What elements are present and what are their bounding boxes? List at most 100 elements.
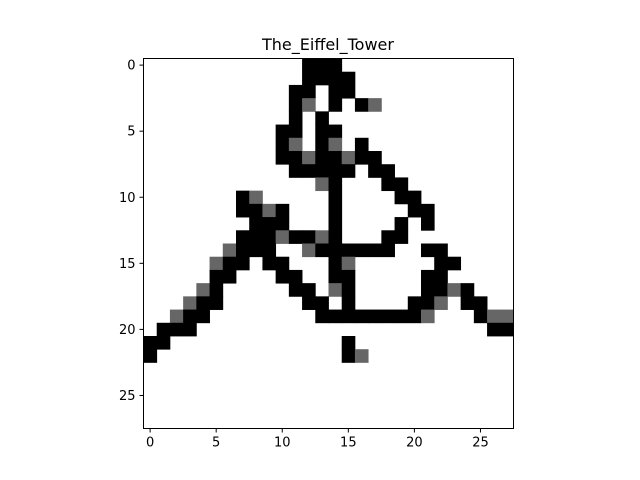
heatmap-cell: [487, 322, 501, 337]
heatmap-cell: [222, 256, 237, 271]
heatmap-cell: [447, 283, 462, 297]
heatmap-cell: [421, 309, 435, 324]
heatmap-cell: [236, 256, 250, 271]
heatmap-cell: [328, 151, 343, 165]
heatmap-cell: [302, 243, 316, 258]
heatmap-cell: [262, 217, 277, 231]
heatmap-cell: [328, 71, 343, 86]
chart-title: The_Eiffel_Tower: [261, 35, 394, 55]
heatmap-cell: [434, 243, 448, 258]
heatmap-cell: [328, 177, 343, 192]
heatmap-cell: [288, 84, 303, 99]
heatmap-cell: [222, 243, 237, 258]
heatmap-cell: [381, 243, 395, 258]
heatmap-cell: [368, 309, 382, 324]
heatmap-cell: [394, 230, 409, 244]
heatmap-cell: [368, 151, 382, 165]
heatmap-cell: [328, 203, 343, 218]
heatmap-cell: [394, 177, 409, 192]
heatmap-cell: [341, 256, 356, 271]
heatmap-cell: [315, 58, 329, 73]
heatmap-cell: [302, 164, 316, 178]
heatmap-cell: [341, 71, 356, 86]
y-tick-label: 15: [119, 257, 136, 272]
heatmap-cell: [447, 256, 462, 271]
heatmap-cell: [381, 230, 395, 244]
heatmap-cell: [183, 296, 197, 310]
heatmap-cell: [209, 256, 224, 271]
heatmap-cell: [302, 283, 316, 297]
heatmap-cell: [288, 164, 303, 178]
heatmap-cell: [249, 217, 263, 231]
heatmap-cell: [354, 137, 369, 152]
heatmap-cell: [302, 71, 316, 86]
heatmap-cell: [315, 151, 329, 165]
heatmap-cell: [315, 111, 329, 125]
heatmap-cell: [341, 336, 356, 350]
heatmap-cell: [381, 177, 395, 192]
heatmap-cell: [275, 230, 290, 244]
y-tick-label: 5: [127, 125, 135, 140]
heatmap-cell: [262, 203, 277, 218]
x-tick-label: 25: [472, 436, 489, 451]
x-tick-label: 10: [274, 436, 291, 451]
heatmap-cell: [407, 309, 422, 324]
heatmap-cell: [143, 349, 158, 363]
cells-layer: [143, 58, 514, 363]
heatmap-cell: [328, 137, 343, 152]
heatmap-cell: [328, 217, 343, 231]
heatmap-cell: [183, 309, 197, 324]
heatmap-cell: [421, 283, 435, 297]
heatmap-cell: [169, 309, 184, 324]
heatmap-cell: [302, 98, 316, 112]
heatmap-cell: [394, 309, 409, 324]
heatmap-cell: [341, 349, 356, 363]
heatmap-cell: [381, 309, 395, 324]
heatmap-cell: [288, 124, 303, 139]
heatmap-cell: [262, 230, 277, 244]
heatmap-cell: [288, 283, 303, 297]
heatmap-cell: [341, 283, 356, 297]
heatmap-cell: [407, 203, 422, 218]
heatmap-cell: [275, 124, 290, 139]
heatmap-cell: [328, 98, 343, 112]
heatmap-cell: [328, 309, 343, 324]
heatmap-cell: [434, 256, 448, 271]
heatmap-cell: [328, 256, 343, 271]
heatmap-cell: [328, 269, 343, 284]
heatmap-cell: [328, 243, 343, 258]
heatmap-cell: [487, 309, 501, 324]
heatmap-cell: [328, 124, 343, 139]
heatmap-cell: [288, 137, 303, 152]
heatmap-cell: [500, 322, 514, 337]
heatmap-cell: [421, 243, 435, 258]
heatmap-cell: [421, 203, 435, 218]
heatmap-cell: [341, 296, 356, 310]
heatmap-cell: [473, 296, 488, 310]
y-tick-label: 25: [119, 389, 136, 404]
heatmap-cell: [460, 283, 475, 297]
heatmap-cell: [275, 137, 290, 152]
y-tick-label: 0: [127, 59, 135, 74]
heatmap-cell: [156, 336, 171, 350]
heatmap-cell: [236, 230, 250, 244]
y-axis: 0 5 10 15 20 25: [119, 59, 144, 404]
x-tick-label: 0: [146, 436, 154, 451]
plot-frame: [143, 58, 514, 429]
heatmap-cell: [381, 164, 395, 178]
heatmap-cell: [315, 124, 329, 139]
x-axis: 0 5 10 15 20 25: [146, 428, 489, 451]
heatmap-cell: [315, 309, 329, 324]
heatmap-cell: [341, 309, 356, 324]
heatmap-cell: [500, 309, 514, 324]
heatmap-cell: [169, 322, 184, 337]
heatmap-cell: [275, 151, 290, 165]
heatmap-cell: [196, 296, 210, 310]
heatmap-cell: [275, 256, 290, 271]
heatmap-cell: [209, 296, 224, 310]
heatmap-cell: [434, 269, 448, 284]
heatmap-cell: [394, 190, 409, 205]
heatmap-cell: [262, 256, 277, 271]
heatmap-cell: [394, 217, 409, 231]
